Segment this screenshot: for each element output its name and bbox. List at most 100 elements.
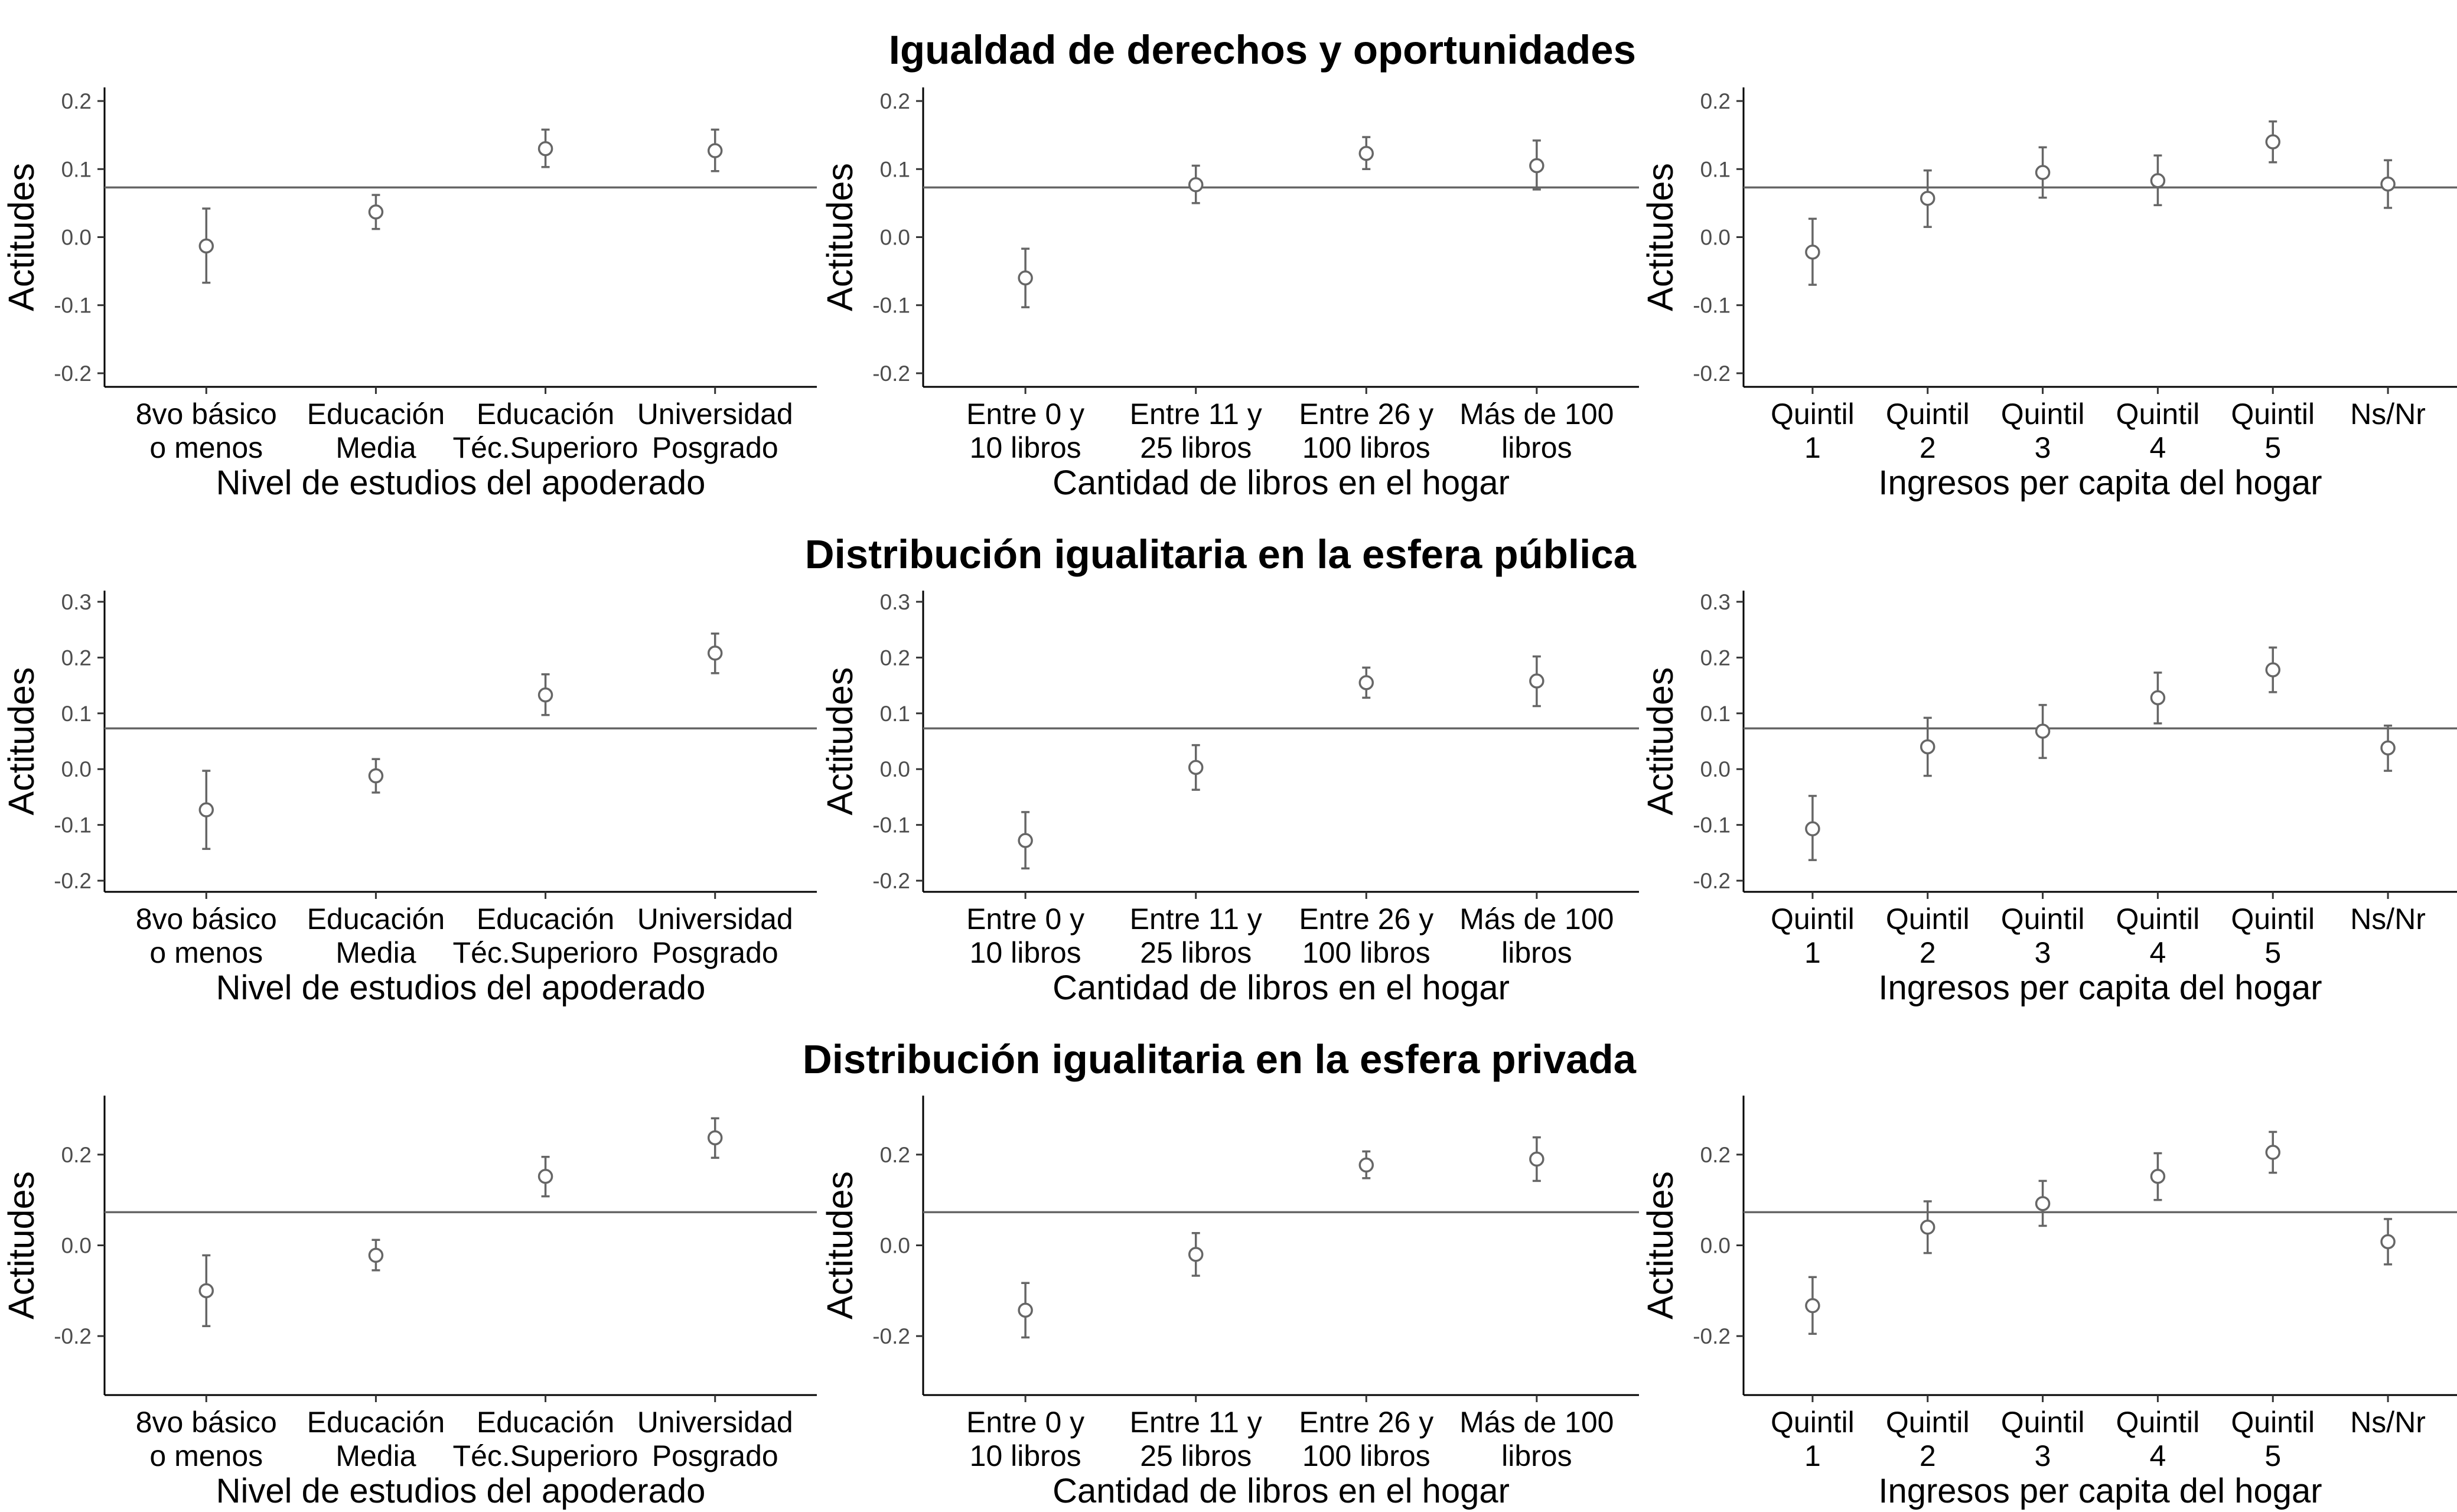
y-tick-label: 0.0	[880, 1234, 910, 1258]
x-tick-label: libros	[1501, 936, 1572, 969]
x-tick-label: Entre 11 y	[1130, 397, 1262, 431]
x-axis-label: Nivel de estudios del apoderado	[216, 969, 706, 1007]
data-point	[2035, 1196, 2051, 1211]
x-tick-label: 2	[1920, 1439, 1936, 1472]
y-tick-label: 0.2	[880, 1143, 910, 1167]
y-tick-label: 0.2	[61, 1143, 92, 1167]
x-tick-label: Téc.Superioro	[453, 431, 638, 464]
x-tick-label: Más de 100	[1459, 1406, 1614, 1439]
y-tick-label: 0.2	[1700, 646, 1731, 670]
x-tick-label: Entre 0 y	[966, 397, 1084, 431]
y-tick-label: 0.0	[61, 226, 92, 250]
x-tick-label: o menos	[149, 936, 263, 969]
y-tick-label: 0.1	[1700, 702, 1731, 726]
x-tick-label: Educación	[307, 1406, 445, 1439]
x-tick-label: Educación	[477, 1406, 615, 1439]
x-tick-label: Quintil	[1886, 397, 1970, 431]
data-point	[1529, 673, 1544, 689]
x-tick-label: Quintil	[1886, 902, 1970, 936]
data-point	[1188, 760, 1204, 775]
x-tick-label: 25 libros	[1140, 936, 1252, 969]
data-point	[2265, 134, 2281, 149]
x-tick-label: Educación	[307, 397, 445, 431]
data-point	[2035, 724, 2051, 739]
x-tick-label: 10 libros	[970, 1439, 1081, 1472]
x-axis-label: Cantidad de libros en el hogar	[1052, 969, 1510, 1007]
data-point	[2380, 740, 2396, 756]
data-point	[537, 1168, 553, 1184]
data-point	[1018, 833, 1033, 848]
y-tick-label: -0.2	[54, 1324, 92, 1348]
y-tick-label: 0.2	[1700, 89, 1731, 113]
data-point	[1188, 1247, 1204, 1262]
y-tick-label: -0.1	[872, 294, 910, 318]
x-tick-label: Posgrado	[652, 431, 778, 464]
x-tick-label: 8vo básico	[136, 902, 277, 936]
x-tick-label: 100 libros	[1302, 1439, 1430, 1472]
y-tick-label: 0.1	[880, 157, 910, 181]
x-tick-label: Quintil	[2231, 397, 2315, 431]
x-tick-label: Téc.Superioro	[453, 936, 638, 969]
x-tick-label: 2	[1920, 431, 1936, 464]
x-tick-label: Quintil	[2116, 1406, 2200, 1439]
y-tick-label: 0.0	[1700, 757, 1731, 781]
data-point	[1805, 821, 1820, 837]
data-point	[2150, 690, 2166, 706]
data-point	[2265, 1145, 2281, 1160]
data-point	[1805, 1298, 1820, 1314]
data-point	[1920, 191, 1935, 206]
x-tick-label: 5	[2264, 936, 2281, 969]
y-tick-label: -0.2	[872, 869, 910, 893]
data-point	[1920, 1220, 1935, 1235]
x-tick-label: Quintil	[2001, 397, 2085, 431]
x-tick-label: Ns/Nr	[2350, 397, 2426, 431]
y-tick-label: 0.3	[1700, 590, 1731, 614]
y-tick-label: 0.1	[880, 702, 910, 726]
x-tick-label: Posgrado	[652, 1439, 778, 1472]
y-tick-label: 0.1	[61, 702, 92, 726]
x-tick-label: Quintil	[1886, 1406, 1970, 1439]
y-tick-label: 0.2	[61, 646, 92, 670]
x-tick-label: Entre 26 y	[1299, 397, 1433, 431]
x-axis-label: Nivel de estudios del apoderado	[216, 1472, 706, 1510]
y-tick-label: -0.2	[872, 1324, 910, 1348]
y-tick-label: 0.0	[1700, 1234, 1731, 1258]
y-tick-label: -0.1	[872, 813, 910, 838]
panel-2-1: -0.2 -0.1 0.0 0.1 0.2 0.3 Actitudes 8vo básicoo…	[1, 590, 817, 1007]
panel-2-3: -0.2-0.10.00.10.20.3ActitudesQuintil1Qui…	[1640, 590, 2457, 1007]
data-point	[1358, 146, 1374, 161]
x-tick-label: libros	[1501, 431, 1572, 464]
x-tick-label: Quintil	[2001, 1406, 2085, 1439]
data-point	[707, 143, 723, 158]
x-tick-label: libros	[1501, 1439, 1572, 1472]
x-tick-label: 25 libros	[1140, 1439, 1252, 1472]
x-tick-label: Educación	[307, 902, 445, 936]
data-point	[2035, 165, 2051, 180]
y-tick-label: 0.3	[61, 590, 92, 614]
x-tick-label: Universidad	[637, 902, 793, 936]
data-point	[1188, 177, 1204, 193]
y-axis-label: Actitudes	[1, 1171, 41, 1319]
x-tick-label: Ns/Nr	[2350, 902, 2426, 936]
data-point	[1529, 158, 1544, 174]
x-tick-label: o menos	[149, 431, 263, 464]
y-tick-label: -0.1	[54, 813, 92, 838]
x-tick-label: 10 libros	[970, 431, 1081, 464]
data-point	[1529, 1151, 1544, 1167]
x-axis-label: Ingresos per capita del hogar	[1878, 464, 2322, 502]
x-tick-label: Entre 0 y	[966, 1406, 1084, 1439]
x-tick-label: Quintil	[1771, 902, 1855, 936]
y-tick-label: 0.2	[880, 646, 910, 670]
y-tick-label: 0.3	[880, 590, 910, 614]
data-point	[1805, 245, 1820, 260]
x-tick-label: Entre 0 y	[966, 902, 1084, 936]
panel-3-3: -0.20.00.2ActitudesQuintil1Quintil2Quint…	[1640, 1096, 2457, 1510]
y-tick-label: -0.2	[1693, 1324, 1731, 1348]
data-point	[1358, 675, 1374, 690]
data-point	[368, 768, 384, 784]
x-tick-label: Quintil	[1771, 397, 1855, 431]
y-tick-label: 0.1	[1700, 157, 1731, 181]
x-tick-label: Media	[335, 936, 416, 969]
